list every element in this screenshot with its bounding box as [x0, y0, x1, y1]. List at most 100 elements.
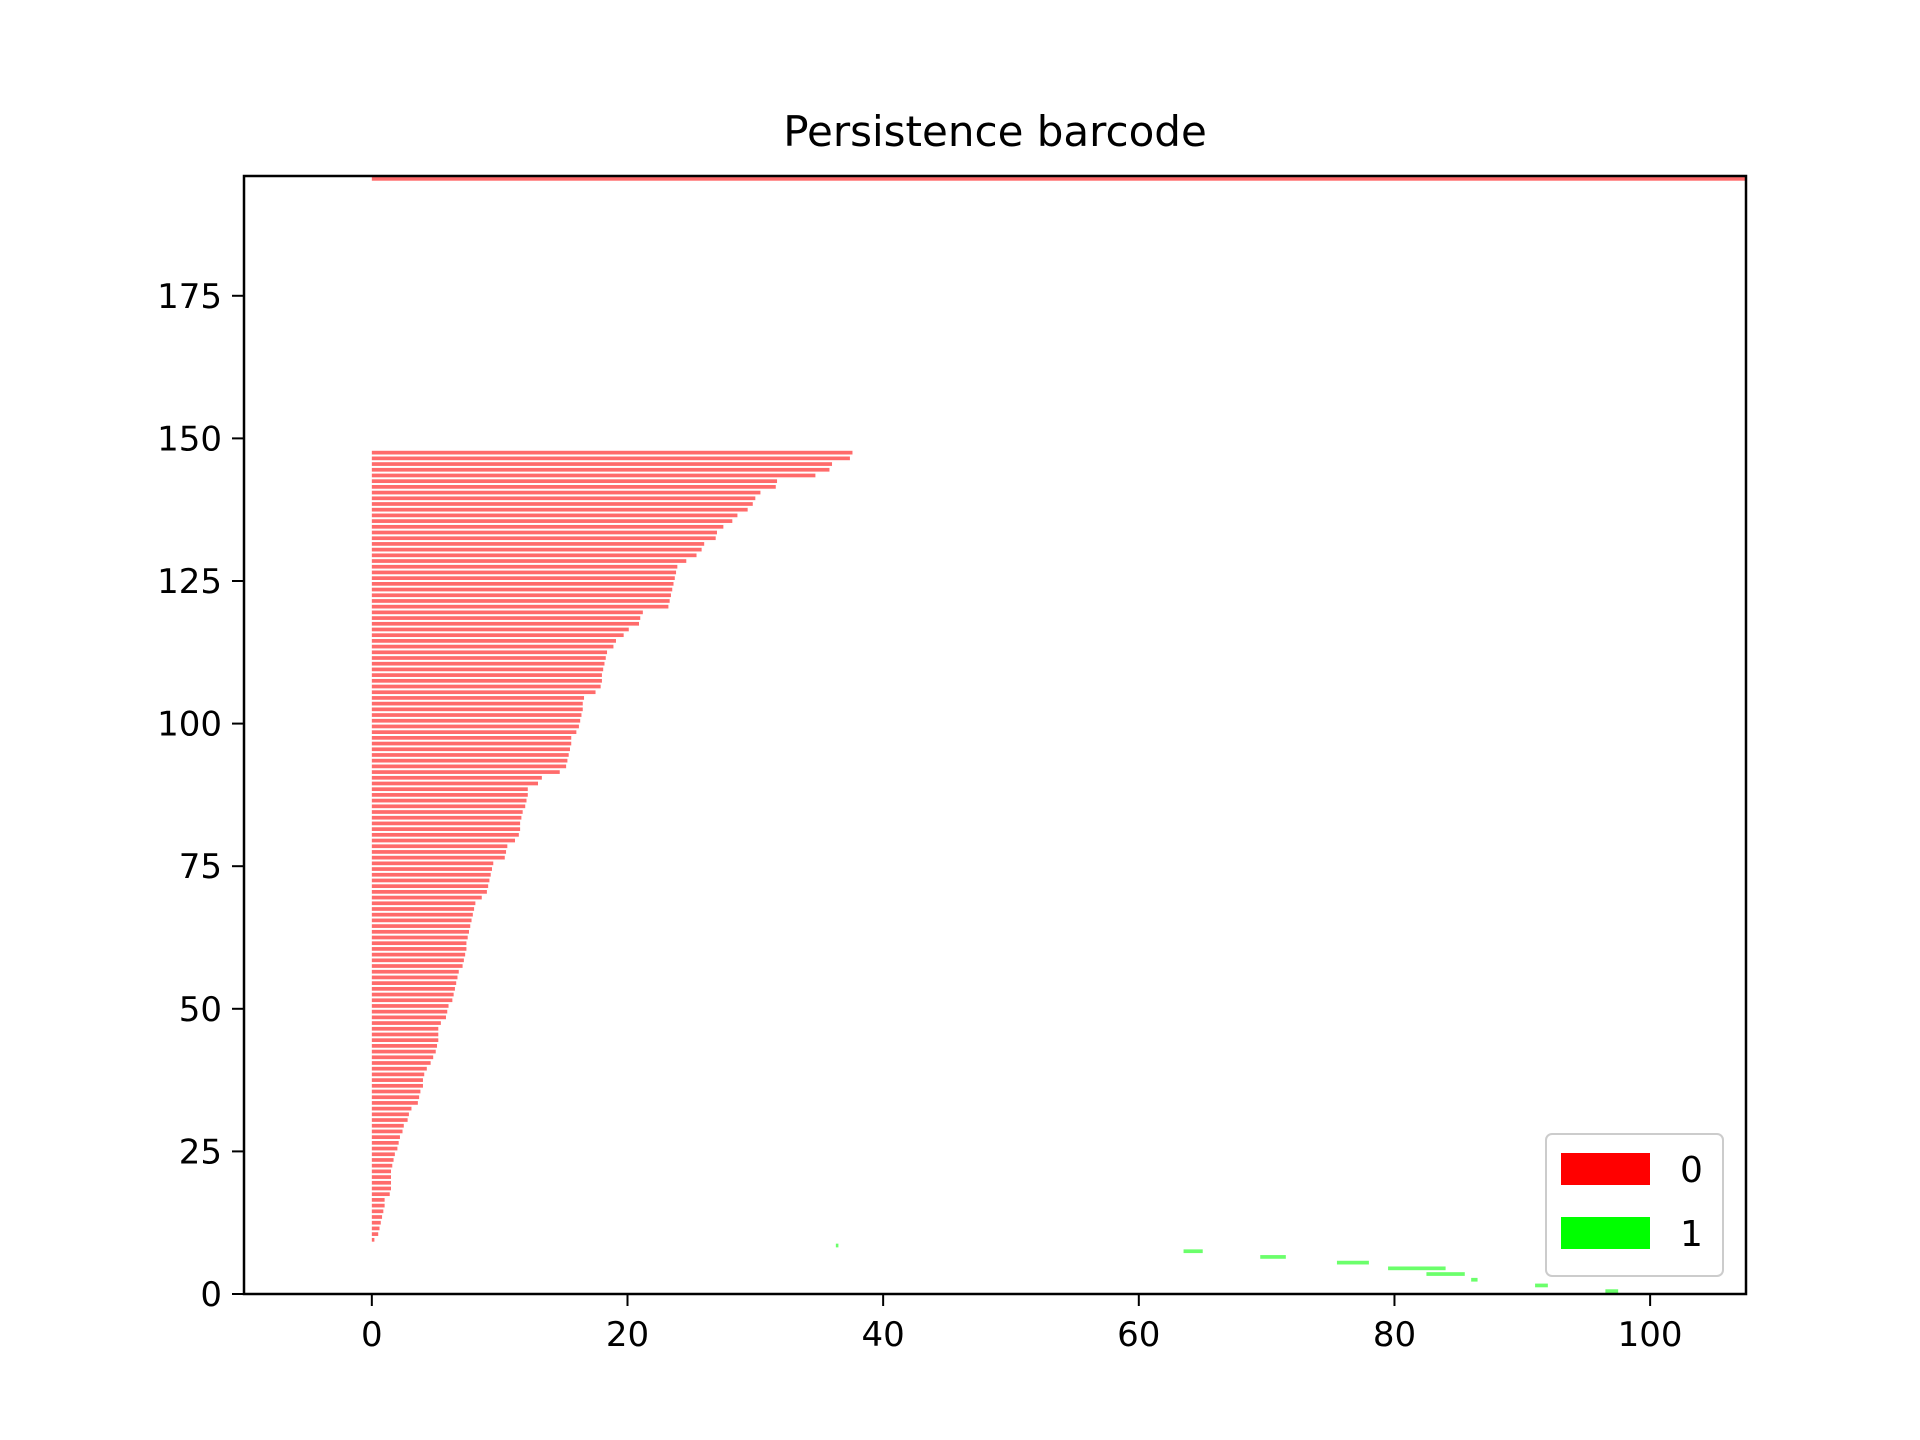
y-tick-label: 75 [179, 847, 222, 887]
barcode-bar-dim0 [371, 1192, 390, 1197]
barcode-bar-dim0 [371, 581, 674, 586]
legend-swatch-series-1 [1561, 1217, 1650, 1249]
barcode-bar-dim0 [371, 633, 624, 638]
barcode-bar-dim0 [371, 941, 467, 946]
barcode-bar-dim0 [371, 547, 702, 552]
barcode-bar-dim0 [371, 1203, 385, 1208]
barcode-bar-dim0 [371, 513, 738, 518]
barcode-bar-dim0 [371, 787, 528, 792]
barcode-bar-dim0 [371, 656, 606, 660]
barcode-bar-dim0 [371, 701, 583, 706]
barcode-bar-dim0 [371, 998, 453, 1003]
x-tick-label: 100 [1618, 1315, 1683, 1355]
barcode-bar-dim0 [371, 1032, 439, 1037]
barcode-bar-dim1 [1471, 1277, 1478, 1282]
barcode-bar-dim0 [371, 1089, 421, 1094]
barcode-bar-dim0 [371, 1004, 449, 1008]
barcode-bar-dim0-infinite [371, 177, 1747, 181]
barcode-bar-dim0 [371, 741, 572, 746]
barcode-bar-dim0 [371, 890, 487, 894]
barcode-bar-dim0 [371, 1215, 383, 1219]
barcode-bar-dim0 [371, 804, 526, 809]
barcode-bar-dim0 [371, 1123, 404, 1128]
barcode-bar-dim0 [371, 992, 454, 997]
barcode-bar-dim1 [1535, 1283, 1548, 1288]
barcode-bar-dim0 [371, 559, 687, 563]
bars-layer [371, 177, 1747, 1293]
barcode-bar-dim0 [371, 667, 604, 672]
barcode-bar-dim0 [371, 616, 641, 620]
barcode-bar-dim0 [371, 1026, 439, 1031]
y-tick-label: 0 [200, 1275, 222, 1315]
barcode-bar-dim0 [371, 639, 616, 643]
barcode-bar-dim0 [371, 730, 577, 734]
barcode-bar-dim0 [371, 867, 492, 871]
barcode-bar-dim0 [371, 1061, 431, 1065]
barcode-bar-dim0 [371, 650, 608, 655]
barcode-bar-dim0 [371, 1044, 438, 1048]
barcode-bar-dim0 [371, 1169, 391, 1174]
barcode-bar-dim1 [835, 1243, 839, 1248]
barcode-bar-dim0 [371, 473, 816, 478]
barcode-bar-dim1 [1183, 1249, 1203, 1254]
barcode-bar-dim0 [371, 901, 476, 906]
barcode-bar-dim0 [371, 661, 605, 666]
barcode-bar-dim0 [371, 1158, 394, 1162]
barcode-bar-dim0 [371, 1066, 427, 1071]
barcode-bar-dim0 [371, 929, 469, 934]
barcode-bar-dim0 [371, 1140, 399, 1145]
barcode-bar-dim0 [371, 838, 515, 843]
barcode-bar-dim0 [371, 576, 675, 580]
barcode-bar-dim1 [1605, 1289, 1619, 1293]
barcode-bar-dim0 [371, 855, 505, 860]
barcode-bar-dim0 [371, 872, 491, 877]
barcode-bar-dim0 [371, 1237, 375, 1242]
y-tick-label: 150 [157, 419, 222, 459]
barcode-bar-dim0 [371, 810, 523, 814]
barcode-bar-dim0 [371, 604, 669, 609]
barcode-bar-dim0 [371, 1015, 446, 1020]
x-tick-label: 40 [862, 1315, 905, 1355]
barcode-bar-dim0 [371, 793, 528, 797]
barcode-bar-dim0 [371, 918, 472, 923]
barcode-bar-dim0 [371, 1095, 420, 1100]
barcode-bar-dim0 [371, 952, 466, 957]
barcode-bar-dim0 [371, 1198, 385, 1202]
barcode-bar-dim0 [371, 587, 673, 592]
barcode-bar-dim0 [371, 878, 490, 883]
barcode-bar-dim0 [371, 832, 519, 837]
y-tick-label: 125 [157, 562, 222, 602]
barcode-bar-dim0 [371, 781, 539, 786]
barcode-bar-dim0 [371, 798, 527, 803]
barcode-bar-dim0 [371, 924, 471, 928]
x-tick-label: 80 [1373, 1315, 1416, 1355]
barcode-bar-dim0 [371, 1083, 423, 1088]
legend-label-series-0: 0 [1680, 1150, 1703, 1191]
x-tick-label: 0 [361, 1315, 383, 1355]
barcode-bar-dim0 [371, 758, 568, 763]
barcode-bar-dim0 [371, 536, 716, 541]
y-tick-label: 100 [157, 705, 222, 745]
barcode-bar-dim0 [371, 542, 705, 546]
barcode-bar-dim0 [371, 678, 602, 683]
plot-area-frame [242, 174, 1748, 1296]
barcode-bar-dim0 [371, 1152, 395, 1157]
y-tick-label: 25 [179, 1132, 222, 1172]
barcode-bar-dim0 [371, 770, 560, 774]
barcode-bar-dim0 [371, 621, 639, 626]
barcode-bar-dim0 [371, 844, 508, 849]
barcode-bar-dim0 [371, 479, 778, 484]
barcode-bar-dim0 [371, 1055, 434, 1060]
x-axis: 0 20 40 60 80 100 [361, 1294, 1683, 1355]
barcode-bar-dim0 [371, 718, 581, 723]
barcode-bar-dim0 [371, 593, 671, 598]
barcode-bar-dim0 [371, 1072, 425, 1077]
barcode-bar-dim0 [371, 524, 724, 529]
x-tick-label: 20 [606, 1315, 649, 1355]
barcode-bar-dim0 [371, 1232, 379, 1236]
barcode-bar-dim0 [371, 696, 585, 700]
barcode-bar-dim0 [371, 553, 697, 558]
barcode-bar-dim0 [371, 753, 569, 757]
barcode-bar-dim0 [371, 673, 602, 677]
